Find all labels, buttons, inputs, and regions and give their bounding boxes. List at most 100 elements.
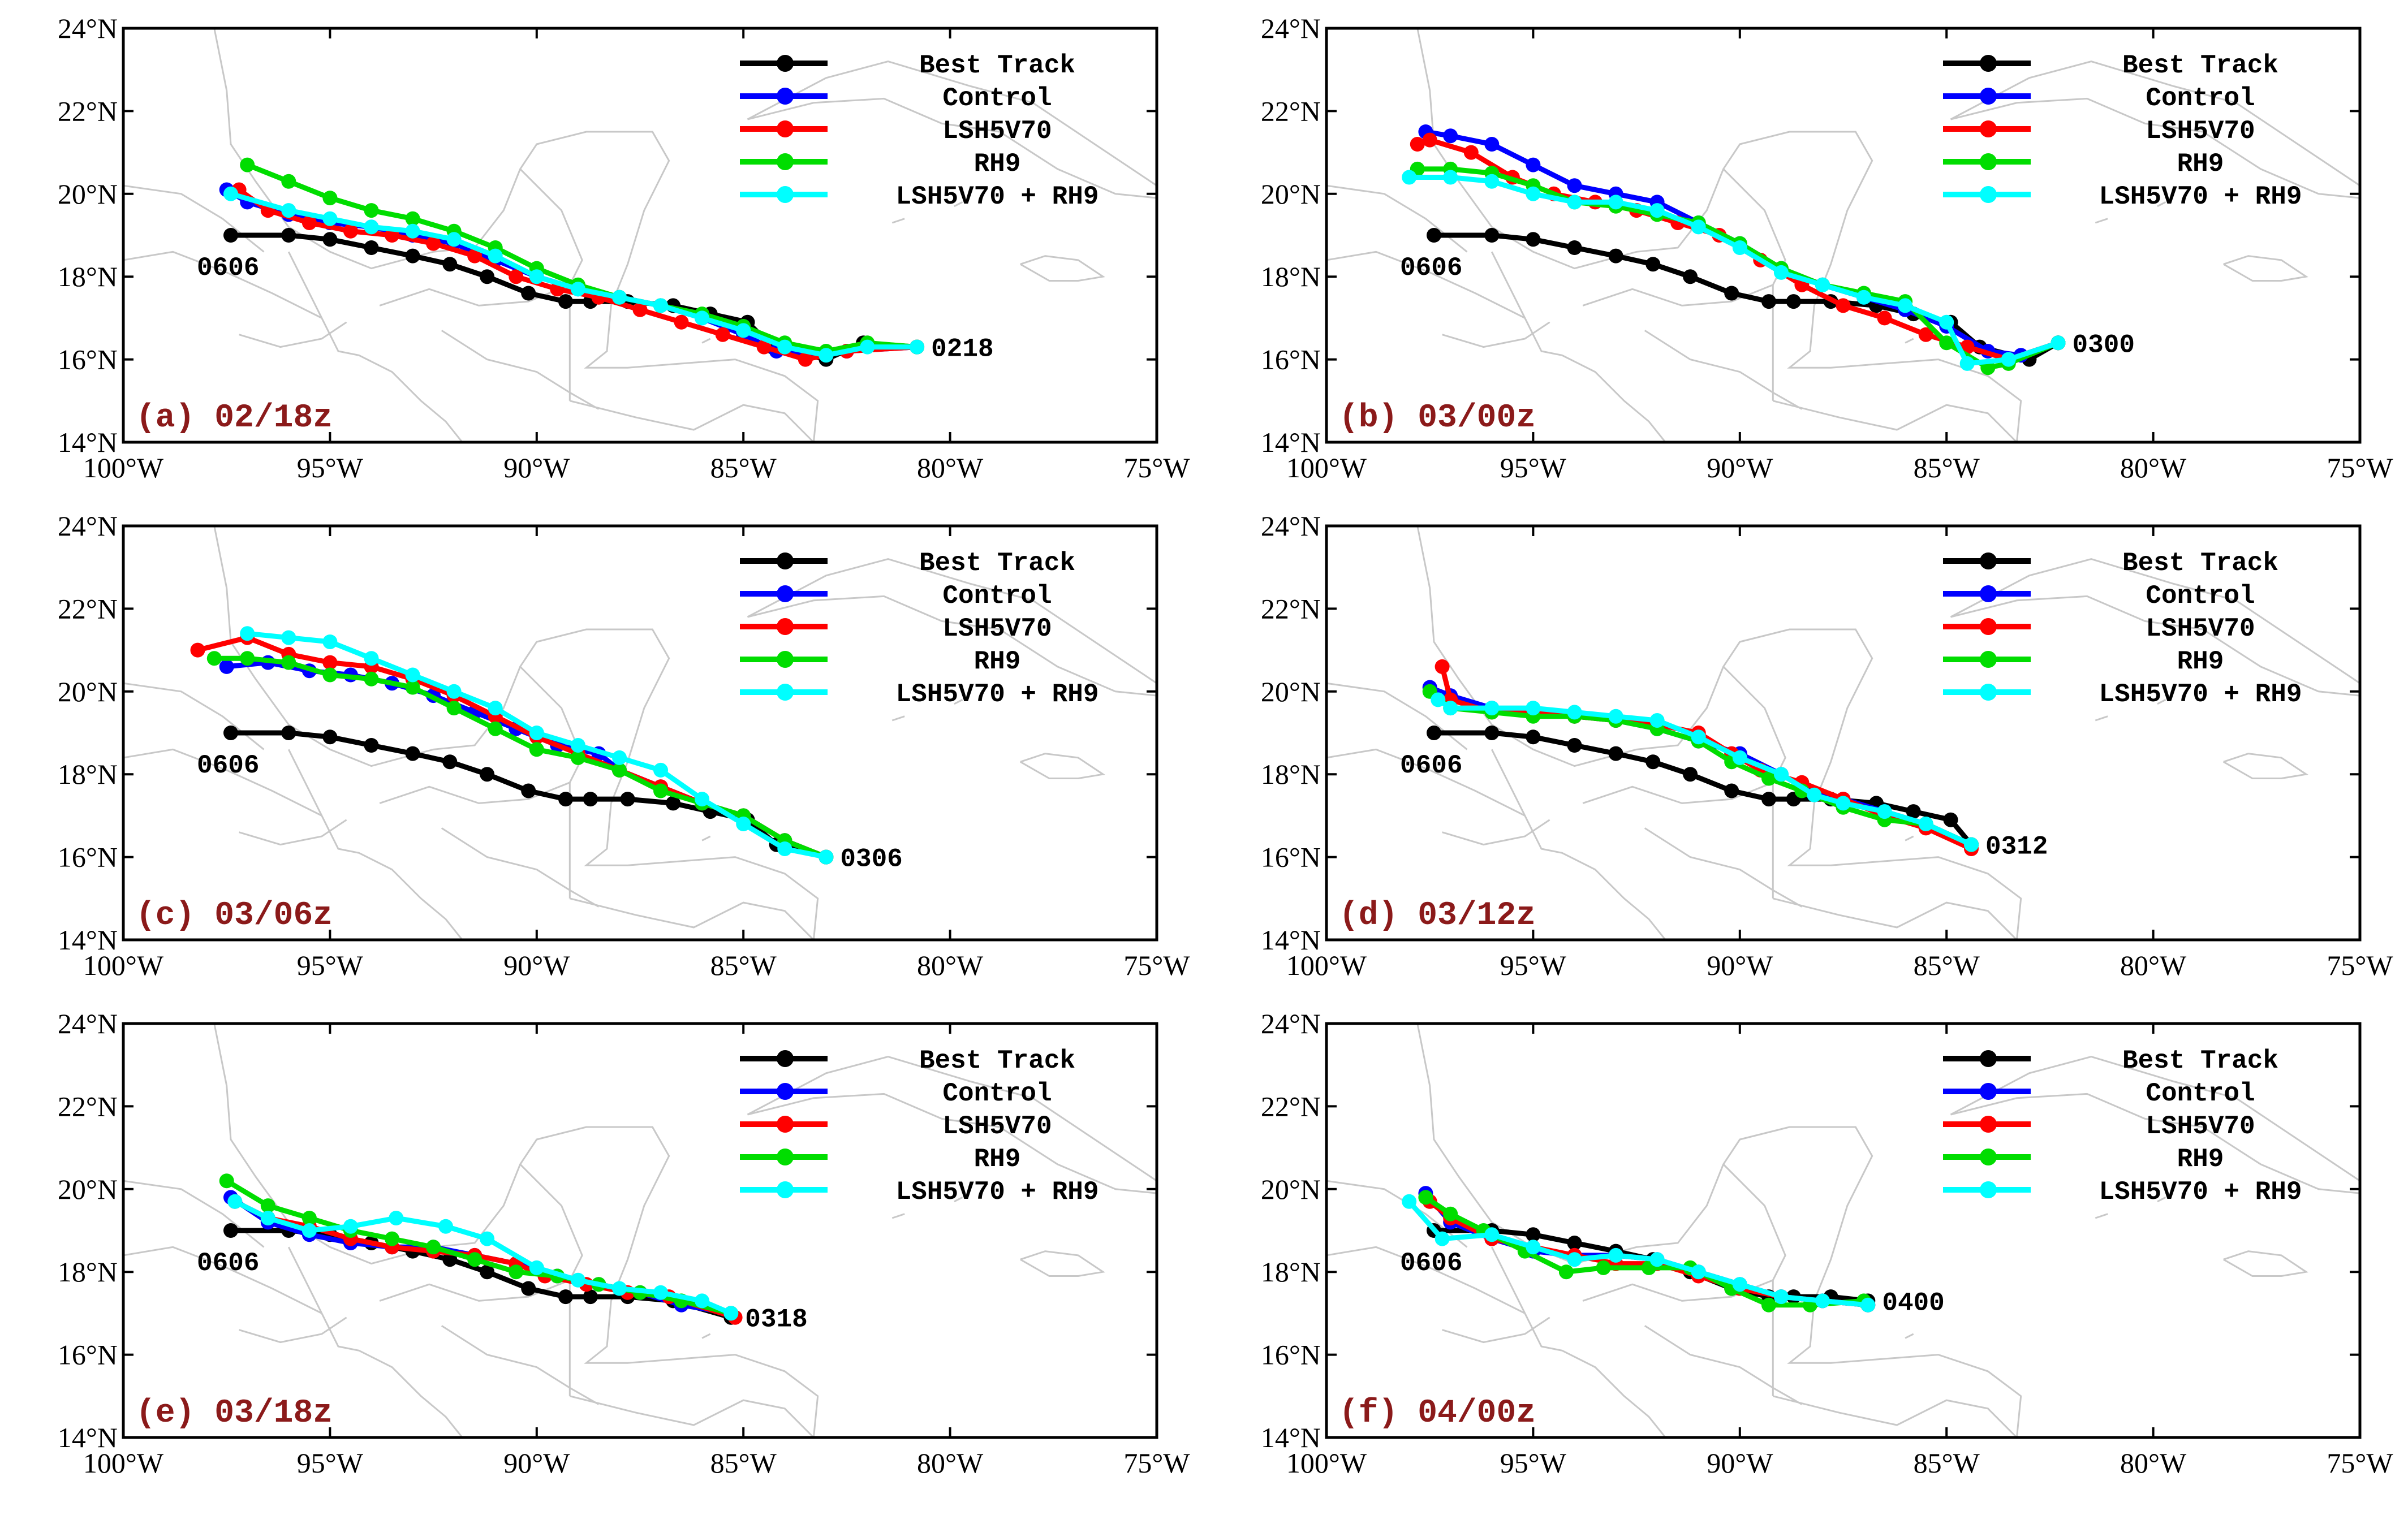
lsh5v70-rh9-point xyxy=(488,248,503,264)
coastline xyxy=(954,1197,963,1203)
panel-e: 100°W 95°W 90°W 85°W 80°W 75°W 14°N 16°N 18°N 20°… xyxy=(58,1008,1191,1479)
coastline xyxy=(2095,715,2108,722)
lsh5v70-point xyxy=(632,302,648,317)
lsh5v70-rh9-point xyxy=(529,726,544,740)
coastline xyxy=(1326,184,1468,253)
control-track xyxy=(224,660,829,860)
start-time-label: 0606 xyxy=(197,253,259,283)
coastline xyxy=(1905,338,1914,344)
coastline xyxy=(1442,819,1550,846)
panel-label: (c) 03/06z xyxy=(136,897,333,934)
end-time-label: 0218 xyxy=(931,335,993,364)
tracks xyxy=(190,626,834,865)
lsh5v70-point xyxy=(1410,137,1425,152)
x-tick-label: 90°W xyxy=(1707,452,1773,483)
y-tick-label: 18°N xyxy=(1261,261,1321,292)
control-point xyxy=(1567,178,1582,193)
legend-label-lsh5v70-rh9: LSH5V70 + RH9 xyxy=(896,1177,1099,1207)
y-tick-label: 14°N xyxy=(1261,1422,1321,1453)
coastline xyxy=(701,835,711,841)
best-track-point xyxy=(364,738,379,753)
coastline xyxy=(1416,1024,2022,1437)
lsh5v70-rh9-point xyxy=(405,223,420,239)
lsh5v70-rh9-point xyxy=(1836,796,1851,811)
lsh5v70-rh9-point xyxy=(1443,170,1458,185)
rh9-point xyxy=(1443,1206,1458,1221)
y-tick-label: 20°N xyxy=(58,1173,118,1205)
best-track-point xyxy=(405,248,420,264)
end-time-label: 0300 xyxy=(2073,330,2135,360)
lsh5v70-rh9-point xyxy=(1691,219,1706,235)
lsh5v70-rh9-point xyxy=(1773,1289,1789,1305)
coastline xyxy=(1950,558,2360,684)
coastline xyxy=(1442,1316,1550,1344)
coastline xyxy=(213,28,819,442)
lsh5v70-rh9-point xyxy=(322,211,338,226)
lsh5v70-rh9-point xyxy=(389,1211,404,1225)
lsh5v70-rh9-point xyxy=(1773,265,1789,280)
coastline xyxy=(1416,28,2022,442)
y-tick-label: 20°N xyxy=(58,178,118,210)
rh9-point xyxy=(529,742,544,757)
y-tick-label: 14°N xyxy=(1261,426,1321,458)
legend-label-lsh5v70: LSH5V70 xyxy=(2146,1112,2255,1141)
best-track-point xyxy=(558,294,573,309)
rh9-point xyxy=(446,701,462,716)
legend-label-rh9: RH9 xyxy=(2177,1145,2224,1174)
lsh5v70-rh9-point xyxy=(260,1211,275,1225)
lsh5v70-rh9-point xyxy=(1484,1227,1500,1242)
coastline xyxy=(569,1395,815,1437)
best-track-point xyxy=(322,232,338,247)
lsh5v70-rh9-point xyxy=(570,738,585,753)
best-track-point xyxy=(223,228,238,243)
coastline xyxy=(2223,1250,2308,1277)
lsh5v70-rh9-point xyxy=(570,282,585,297)
legend-marker-lsh5v70 xyxy=(1980,1116,1997,1133)
rh9-point xyxy=(1596,1260,1611,1275)
lsh5v70-rh9-point xyxy=(223,186,238,201)
lsh5v70-rh9-point xyxy=(1526,701,1541,716)
plot-frame xyxy=(122,1022,1158,1439)
coastline xyxy=(747,61,1157,187)
best-track-point xyxy=(558,1289,573,1305)
lsh5v70-rh9-point xyxy=(529,269,544,284)
plot-frame xyxy=(122,524,1158,942)
lsh5v70-point xyxy=(798,352,813,367)
start-time-label: 0606 xyxy=(197,751,259,780)
legend-label-control: Control xyxy=(942,84,1052,113)
best-track-point xyxy=(223,726,238,740)
legend-marker-control xyxy=(777,88,794,105)
y-tick-label: 22°N xyxy=(58,95,118,127)
end-time-label: 0312 xyxy=(1985,832,2048,862)
end-time-label: 0306 xyxy=(840,845,902,874)
lsh5v70-rh9-point xyxy=(1608,195,1623,210)
lsh5v70-rh9-point xyxy=(1691,1264,1706,1280)
x-tick-label: 95°W xyxy=(297,452,364,483)
coastlines xyxy=(123,28,1157,442)
coastline xyxy=(441,827,600,908)
x-tick-label: 80°W xyxy=(917,1447,984,1479)
legend-marker-best-track xyxy=(1980,552,1997,569)
legend: Best Track Control LSH5V70 RH9 LSH5V70 + RH9 xyxy=(1943,1046,2302,1207)
rh9-point xyxy=(1761,771,1776,786)
coastline xyxy=(747,558,1157,684)
x-tick-label: 75°W xyxy=(1123,1447,1190,1479)
lsh5v70-point xyxy=(1435,659,1450,674)
tracks xyxy=(219,157,925,367)
x-tick-label: 100°W xyxy=(83,1447,164,1479)
x-tick-label: 90°W xyxy=(1707,1447,1773,1479)
rh9-track xyxy=(212,655,829,860)
coastline xyxy=(287,251,463,442)
panel-label: (e) 03/18z xyxy=(136,1395,333,1432)
panel-f: 100°W 95°W 90°W 85°W 80°W 75°W 14°N 16°N 18°N 20°… xyxy=(1261,1008,2394,1479)
coastline xyxy=(2223,255,2308,282)
lsh5v70-rh9-point xyxy=(1732,240,1747,255)
coastline xyxy=(519,168,583,286)
y-tick-label: 22°N xyxy=(58,593,118,624)
lsh5v70-rh9-point xyxy=(1856,290,1871,305)
lsh5v70-rh9-point xyxy=(1484,701,1500,716)
coastline xyxy=(701,338,711,344)
lsh5v70-rh9-point xyxy=(860,339,875,355)
best-track-point xyxy=(322,729,338,745)
coastline xyxy=(747,97,1157,199)
